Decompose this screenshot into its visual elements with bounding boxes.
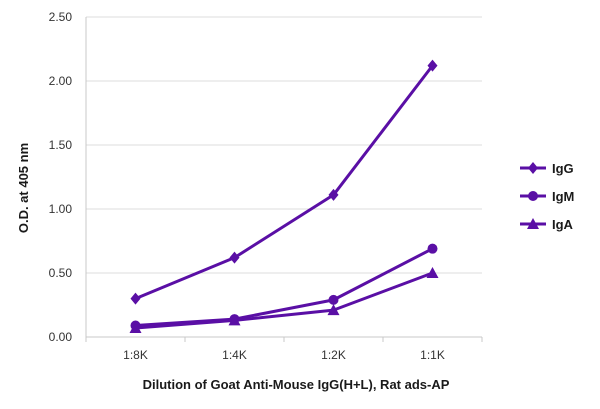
point-iga-2 bbox=[327, 304, 340, 316]
series-line-iga bbox=[135, 271, 434, 330]
legend-item-igg: IgG bbox=[520, 161, 574, 176]
series-igg bbox=[130, 59, 438, 305]
y-gridlines bbox=[86, 16, 482, 274]
y-tick-label-2: 1.00 bbox=[49, 202, 73, 216]
legend-item-igm: IgM bbox=[520, 189, 574, 204]
data-series bbox=[129, 59, 439, 334]
point-iga-3 bbox=[426, 267, 439, 278]
series-iga bbox=[129, 267, 439, 334]
legend-marker-iga bbox=[527, 218, 539, 229]
series-line-igm bbox=[135, 247, 434, 327]
legend-marker-igg bbox=[528, 162, 538, 174]
point-igg-1 bbox=[229, 251, 240, 264]
legend-label-iga: IgA bbox=[552, 217, 574, 232]
legend: IgG IgM IgA bbox=[520, 161, 574, 232]
legend-label-igm: IgM bbox=[552, 189, 574, 204]
x-tick-label-2: 1:2K bbox=[321, 348, 346, 362]
point-iga-1 bbox=[228, 314, 241, 326]
y-tick-label-4: 2.00 bbox=[49, 74, 73, 88]
point-iga-0 bbox=[129, 322, 142, 334]
y-tick-label-0: 0.00 bbox=[49, 330, 73, 344]
x-axis-title: Dilution of Goat Anti-Mouse IgG(H+L), Ra… bbox=[143, 377, 450, 392]
x-tick-label-3: 1:1K bbox=[420, 348, 445, 362]
point-igm-2 bbox=[328, 294, 339, 305]
point-igg-2 bbox=[328, 188, 339, 201]
point-igg-0 bbox=[130, 292, 141, 305]
y-tick-label-3: 1.50 bbox=[49, 138, 73, 152]
y-tick-labels: 0.00 0.50 1.00 1.50 2.00 2.50 bbox=[49, 10, 73, 344]
x-tick-label-0: 1:8K bbox=[123, 348, 148, 362]
x-tick-labels: 1:8K 1:4K 1:2K 1:1K bbox=[123, 348, 445, 362]
point-igm-3 bbox=[427, 243, 438, 254]
y-axis-title: O.D. at 405 nm bbox=[16, 143, 31, 233]
legend-marker-igm bbox=[528, 191, 538, 201]
y-tick-label-5: 2.50 bbox=[49, 10, 73, 24]
y-tick-label-1: 0.50 bbox=[49, 266, 73, 280]
legend-item-iga: IgA bbox=[520, 217, 574, 232]
legend-label-igg: IgG bbox=[552, 161, 574, 176]
x-tick-label-1: 1:4K bbox=[222, 348, 247, 362]
series-line-igg bbox=[134, 64, 434, 300]
point-igg-3 bbox=[427, 59, 438, 72]
axes bbox=[85, 17, 483, 342]
